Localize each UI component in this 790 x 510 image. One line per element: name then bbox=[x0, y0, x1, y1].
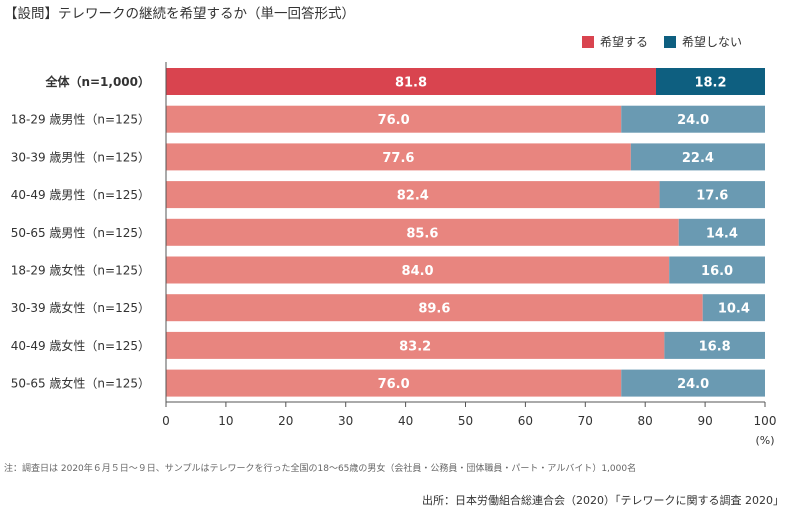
bar-hope bbox=[166, 105, 622, 133]
data-label: 24.0 bbox=[677, 377, 709, 392]
x-axis-unit: (%) bbox=[755, 434, 774, 447]
data-label: 18.2 bbox=[694, 76, 726, 91]
bar-nohope bbox=[702, 294, 765, 322]
x-tick-label: 0 bbox=[162, 414, 170, 428]
data-label: 10.4 bbox=[718, 302, 750, 317]
data-label: 83.2 bbox=[399, 339, 431, 354]
legend-swatch-nohope bbox=[664, 35, 677, 48]
bar-nohope bbox=[655, 68, 765, 95]
x-tick-label: 60 bbox=[518, 414, 533, 428]
bar-hope bbox=[166, 369, 622, 397]
data-label: 89.6 bbox=[418, 302, 450, 317]
legend: 希望する 希望しない bbox=[582, 33, 758, 50]
data-label: 85.6 bbox=[406, 226, 438, 241]
bar-nohope bbox=[664, 331, 765, 359]
data-label: 22.4 bbox=[682, 151, 714, 166]
bar-hope bbox=[166, 294, 703, 322]
category-label: 40-49 歳女性（n=125） bbox=[11, 338, 150, 353]
category-label: 50-65 歳男性（n=125） bbox=[11, 226, 150, 240]
data-label: 16.8 bbox=[699, 339, 731, 354]
source-citation: 出所：日本労働組合総連合会（2020）「テレワークに関する調査 2020」 bbox=[422, 494, 784, 507]
x-tick-label: 50 bbox=[458, 414, 473, 428]
bar-nohope bbox=[659, 181, 765, 209]
x-tick-label: 70 bbox=[578, 414, 593, 428]
x-tick-label: 40 bbox=[398, 414, 413, 428]
bar-nohope bbox=[621, 369, 765, 397]
data-label: 84.0 bbox=[402, 264, 434, 279]
bar-hope bbox=[166, 143, 631, 171]
x-tick-label: 100 bbox=[754, 414, 777, 428]
data-label: 14.4 bbox=[706, 226, 738, 241]
x-tick-label: 30 bbox=[338, 414, 353, 428]
legend-label-hope: 希望する bbox=[600, 35, 649, 49]
category-label: 18-29 歳男性（n=125） bbox=[11, 113, 150, 127]
category-label: 40-49 歳男性（n=125） bbox=[11, 188, 150, 202]
bar-nohope bbox=[678, 218, 765, 246]
bar-hope bbox=[166, 331, 665, 359]
x-tick-label: 10 bbox=[218, 414, 233, 428]
x-tick-label: 90 bbox=[697, 414, 712, 428]
legend-swatch-hope bbox=[582, 35, 594, 48]
category-label: 30-39 歳男性（n=125） bbox=[11, 150, 150, 164]
bar-nohope bbox=[621, 105, 765, 133]
data-label: 24.0 bbox=[677, 113, 709, 128]
category-label: 50-65 歳女性（n=125） bbox=[11, 376, 150, 391]
footnote: 注：調査日は 2020年６月５日～９日、サンプルはテレワークを行った全国の18～… bbox=[4, 464, 637, 474]
data-label: 82.4 bbox=[397, 189, 429, 204]
category-label: 全体（n=1,000） bbox=[44, 74, 150, 89]
bar-nohope bbox=[630, 143, 765, 171]
legend-item-hope: 希望する bbox=[582, 33, 648, 50]
legend-label-nohope: 希望しない bbox=[682, 35, 743, 49]
x-tick-label: 80 bbox=[638, 414, 653, 428]
category-label: 18-29 歳女性（n=125） bbox=[11, 263, 150, 278]
bar-nohope bbox=[669, 256, 765, 284]
stacked-bar-chart: 全体（n=1,000） 81.8 18.2 18-29 歳男性（n=125） 76.0 2… bbox=[11, 62, 777, 447]
chart-title: 【設問】テレワークの継続を希望するか（単一回答形式） bbox=[4, 6, 355, 22]
data-label: 76.0 bbox=[378, 377, 410, 392]
legend-item-nohope: 希望しない bbox=[664, 33, 742, 50]
category-label: 30-39 歳女性（n=125） bbox=[11, 300, 150, 315]
data-label: 16.0 bbox=[701, 264, 733, 279]
data-label: 77.6 bbox=[382, 151, 414, 166]
bar-hope bbox=[166, 68, 656, 95]
x-tick-label: 20 bbox=[278, 414, 293, 428]
bar-hope bbox=[166, 218, 679, 246]
data-label: 76.0 bbox=[378, 113, 410, 128]
data-label: 17.6 bbox=[696, 189, 728, 204]
data-label: 81.8 bbox=[395, 76, 427, 91]
bar-hope bbox=[166, 181, 660, 209]
bar-hope bbox=[166, 256, 670, 284]
